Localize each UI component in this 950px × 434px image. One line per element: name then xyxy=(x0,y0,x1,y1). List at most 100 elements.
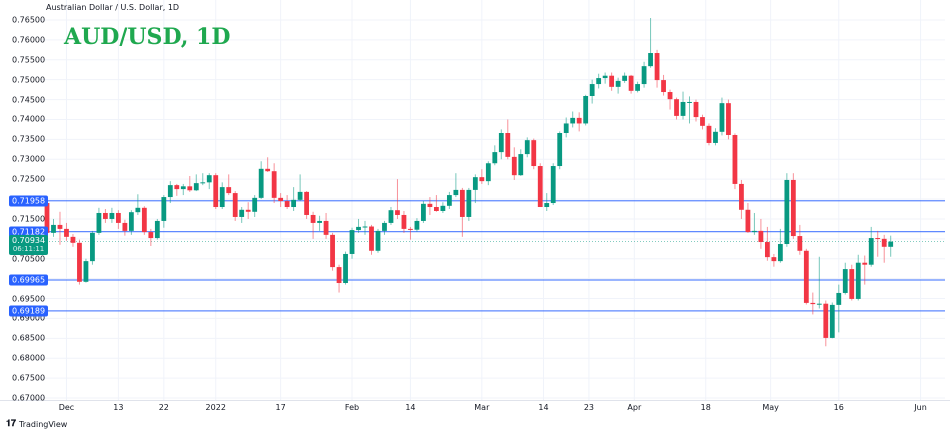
candle[interactable] xyxy=(141,206,147,235)
candle[interactable] xyxy=(395,179,400,219)
candle[interactable] xyxy=(589,79,595,104)
candle[interactable] xyxy=(790,173,796,239)
candle[interactable] xyxy=(635,81,640,93)
candle[interactable] xyxy=(479,169,485,184)
candle[interactable] xyxy=(719,97,725,136)
candle[interactable] xyxy=(888,235,894,257)
candle[interactable] xyxy=(226,174,232,196)
candle[interactable] xyxy=(297,174,303,202)
candle[interactable] xyxy=(700,114,705,130)
candle[interactable] xyxy=(459,187,465,237)
candle[interactable] xyxy=(70,234,76,247)
candle[interactable] xyxy=(284,195,290,209)
candle[interactable] xyxy=(51,218,56,237)
candle[interactable] xyxy=(706,123,712,146)
candlestick-plot[interactable] xyxy=(0,0,950,400)
candle[interactable] xyxy=(408,226,413,240)
candle[interactable] xyxy=(323,212,329,239)
candle[interactable] xyxy=(485,161,491,186)
candle[interactable] xyxy=(563,117,569,138)
candle[interactable] xyxy=(258,161,264,200)
candle[interactable] xyxy=(628,74,634,94)
candle[interactable] xyxy=(375,228,381,253)
candle[interactable] xyxy=(641,61,647,88)
candle[interactable] xyxy=(849,264,855,301)
candle[interactable] xyxy=(239,207,245,223)
candle[interactable] xyxy=(427,197,433,215)
candle[interactable] xyxy=(648,18,653,68)
candle[interactable] xyxy=(362,220,368,235)
candle[interactable] xyxy=(810,292,816,315)
candle[interactable] xyxy=(622,72,628,83)
candle[interactable] xyxy=(823,300,829,347)
candle[interactable] xyxy=(219,182,225,209)
candle[interactable] xyxy=(466,187,472,221)
candle[interactable] xyxy=(674,97,679,120)
candle[interactable] xyxy=(771,253,777,267)
candle[interactable] xyxy=(862,255,868,285)
candle[interactable] xyxy=(64,222,69,241)
candle[interactable] xyxy=(505,119,511,160)
candle[interactable] xyxy=(90,230,95,265)
candle[interactable] xyxy=(446,191,452,209)
candle[interactable] xyxy=(758,218,764,249)
candle[interactable] xyxy=(213,173,219,209)
candle[interactable] xyxy=(401,210,407,233)
candle[interactable] xyxy=(654,49,660,88)
candle[interactable] xyxy=(829,302,835,339)
candle[interactable] xyxy=(128,210,134,235)
candle[interactable] xyxy=(77,239,82,285)
candle[interactable] xyxy=(498,129,504,160)
candle[interactable] xyxy=(115,210,121,229)
candle[interactable] xyxy=(336,264,342,293)
candle[interactable] xyxy=(803,248,809,305)
candle[interactable] xyxy=(57,211,63,245)
candle[interactable] xyxy=(537,163,543,208)
candle[interactable] xyxy=(667,89,673,110)
candle[interactable] xyxy=(784,173,790,247)
candle[interactable] xyxy=(492,145,498,166)
candle[interactable] xyxy=(180,183,186,196)
candle[interactable] xyxy=(135,194,141,215)
candle[interactable] xyxy=(855,254,861,301)
candle[interactable] xyxy=(816,256,822,309)
candle[interactable] xyxy=(278,193,284,208)
candle[interactable] xyxy=(167,181,173,204)
candle[interactable] xyxy=(557,131,563,170)
candle[interactable] xyxy=(330,232,335,271)
candle[interactable] xyxy=(875,230,881,257)
candle[interactable] xyxy=(570,111,576,128)
brand-name[interactable]: TradingView xyxy=(19,419,68,429)
candle[interactable] xyxy=(122,219,128,236)
candle[interactable] xyxy=(349,227,355,259)
candle[interactable] xyxy=(726,99,731,140)
candle[interactable] xyxy=(797,224,803,255)
candle[interactable] xyxy=(739,179,744,219)
candle[interactable] xyxy=(836,284,842,333)
candle[interactable] xyxy=(193,174,199,192)
candle[interactable] xyxy=(174,183,180,196)
candle[interactable] xyxy=(764,226,770,261)
candle[interactable] xyxy=(842,262,848,295)
candle[interactable] xyxy=(252,195,258,217)
candle[interactable] xyxy=(369,224,374,255)
candle[interactable] xyxy=(453,173,459,198)
candle[interactable] xyxy=(310,211,316,239)
candle[interactable] xyxy=(687,96,692,124)
candle[interactable] xyxy=(388,207,394,225)
candle[interactable] xyxy=(745,203,751,233)
candle[interactable] xyxy=(421,201,426,223)
candle[interactable] xyxy=(200,173,206,186)
candle[interactable] xyxy=(271,163,277,204)
candle[interactable] xyxy=(550,163,556,206)
candle[interactable] xyxy=(661,74,666,96)
candle[interactable] xyxy=(596,73,602,89)
candle[interactable] xyxy=(265,157,271,172)
candle[interactable] xyxy=(881,234,887,263)
chart-area[interactable]: Australian Dollar / U.S. Dollar, 1D AUD/… xyxy=(0,0,950,403)
candle[interactable] xyxy=(518,149,524,176)
candle[interactable] xyxy=(609,72,615,91)
candle[interactable] xyxy=(356,218,361,233)
candle[interactable] xyxy=(148,228,154,247)
candle[interactable] xyxy=(232,191,238,221)
